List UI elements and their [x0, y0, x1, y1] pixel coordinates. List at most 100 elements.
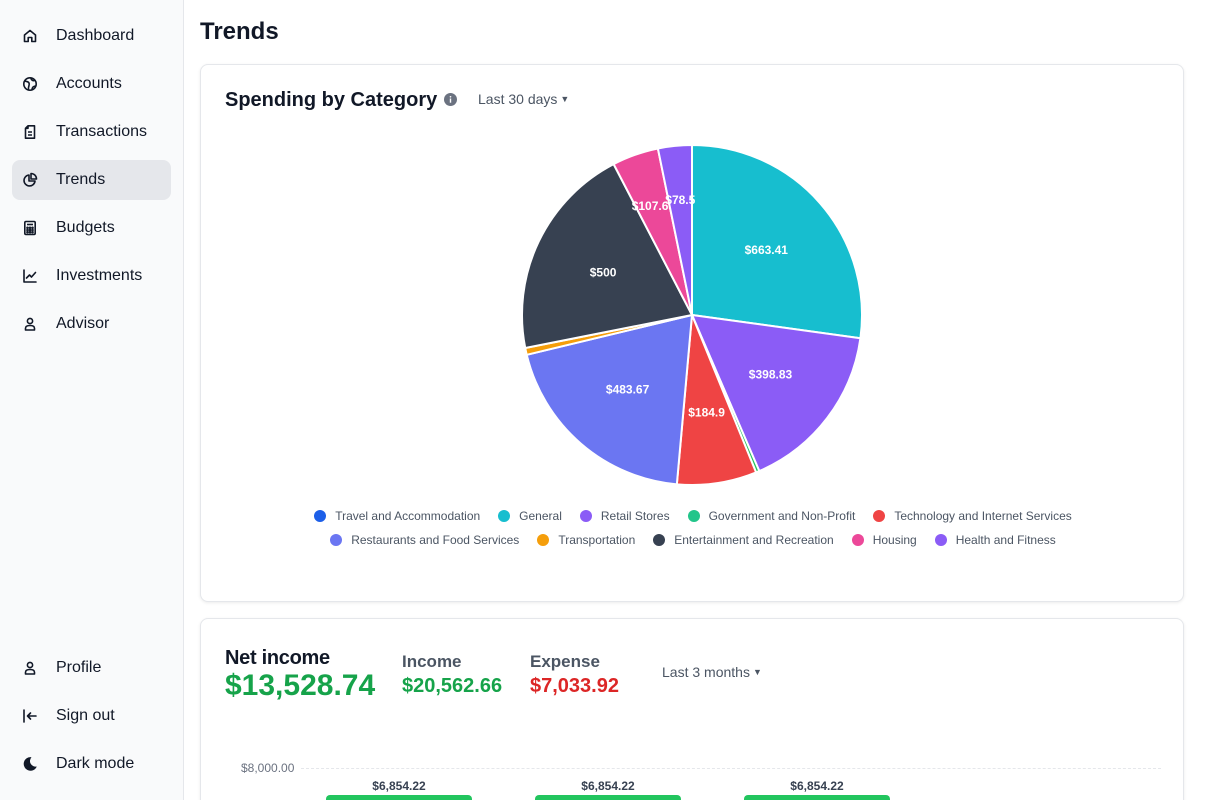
net-income-title: Net income	[225, 647, 330, 669]
main-content: Trends Spending by Category Last 30 days…	[184, 0, 1215, 800]
legend-item[interactable]: Retail Stores	[579, 509, 670, 523]
pie-slice[interactable]	[656, 144, 693, 316]
legend-item[interactable]: General	[498, 509, 562, 523]
sidebar-item-advisor[interactable]: Advisor	[12, 304, 171, 344]
net-income-card: Net income $13,528.74 Income $20,562.66 …	[200, 618, 1184, 800]
legend-item[interactable]: Housing	[851, 533, 917, 547]
legend-label: General	[519, 509, 562, 523]
sidebar-item-label: Transactions	[56, 123, 147, 140]
legend-swatch	[873, 510, 886, 522]
legend-swatch	[498, 510, 511, 522]
sidebar-item-dashboard[interactable]: Dashboard	[12, 16, 171, 56]
sidebar-item-label: Dashboard	[56, 27, 135, 44]
sidebar-item-label: Profile	[56, 659, 102, 676]
sidebar-item-accounts[interactable]: Accounts	[12, 64, 171, 104]
legend-item[interactable]: Technology and Internet Services	[873, 509, 1072, 523]
bar[interactable]	[535, 795, 681, 800]
income-value: $20,562.66	[402, 675, 503, 697]
calculator-icon	[22, 220, 38, 236]
sidebar-item-trends[interactable]: Trends	[12, 160, 171, 200]
sidebar-item-label: Advisor	[56, 315, 110, 332]
sidebar-item-label: Dark mode	[56, 755, 135, 772]
globe-icon	[22, 76, 38, 92]
pie-chart-icon	[22, 172, 38, 188]
chevron-down-icon: ▼	[752, 667, 762, 677]
user-icon	[22, 316, 38, 332]
legend-swatch	[330, 534, 343, 546]
sidebar-item-sign-out[interactable]: Sign out	[12, 696, 171, 736]
legend-label: Restaurants and Food Services	[351, 533, 520, 547]
expense-value: $7,033.92	[530, 675, 619, 697]
sidebar-item-label: Trends	[56, 171, 106, 188]
income-label: Income	[402, 652, 462, 671]
chart-legend-row-1: Travel and Accommodation General Retail …	[201, 509, 1185, 523]
legend-label: Health and Fitness	[955, 533, 1056, 547]
legend-item[interactable]: Government and Non-Profit	[687, 509, 855, 523]
legend-swatch	[314, 510, 327, 522]
sidebar-item-label: Investments	[56, 267, 143, 284]
expense-label: Expense	[530, 652, 600, 671]
legend-item[interactable]: Travel and Accommodation	[314, 509, 480, 523]
receipt-icon	[22, 124, 38, 140]
chevron-down-icon: ▼	[560, 94, 570, 104]
gridline	[301, 768, 1161, 769]
legend-swatch	[653, 534, 666, 546]
pie-slice-label: $78.5	[665, 193, 695, 207]
legend-label: Transportation	[558, 533, 636, 547]
pie-slice-label: $483.67	[606, 383, 650, 397]
spending-pie-chart: $663.41 $398.83 $184.9 $483.67 $500 $107.63$7…	[521, 144, 863, 486]
sidebar-item-profile[interactable]: Profile	[12, 648, 171, 688]
pie-slice[interactable]	[525, 314, 693, 486]
pie-slice[interactable]	[521, 163, 693, 349]
date-range-label: Last 30 days	[478, 91, 558, 107]
legend-swatch	[537, 534, 550, 546]
bar-value-label: $6,854.22	[372, 779, 426, 793]
pie-slice-label: $107.63	[632, 199, 676, 213]
legend-item[interactable]: Entertainment and Recreation	[653, 533, 834, 547]
pie-slice[interactable]	[691, 144, 863, 340]
legend-item[interactable]: Restaurants and Food Services	[330, 533, 519, 547]
sidebar-item-label: Sign out	[56, 707, 115, 724]
card-title: Spending by Category	[225, 89, 438, 111]
pie-slice-label: $500	[590, 265, 617, 279]
page-title: Trends	[200, 18, 279, 45]
sidebar-item-dark-mode[interactable]: Dark mode	[12, 744, 171, 784]
sidebar-item-label: Accounts	[56, 75, 122, 92]
legend-label: Retail Stores	[600, 509, 670, 523]
period-dropdown[interactable]: Last 3 months ▼	[662, 664, 762, 680]
home-icon	[22, 28, 38, 44]
bar[interactable]	[326, 795, 472, 800]
legend-item[interactable]: Health and Fitness	[934, 533, 1056, 547]
date-range-dropdown[interactable]: Last 30 days ▼	[478, 91, 569, 107]
info-icon[interactable]	[444, 93, 457, 106]
bar-value-label: $6,854.22	[581, 779, 635, 793]
bar-value-label: $6,854.22	[790, 779, 844, 793]
user-icon	[22, 660, 38, 676]
sign-out-icon	[22, 708, 38, 724]
sidebar-item-budgets[interactable]: Budgets	[12, 208, 171, 248]
moon-icon	[22, 756, 38, 772]
legend-label: Housing	[872, 533, 917, 547]
legend-swatch	[687, 510, 700, 522]
y-axis-tick: $8,000.00	[241, 761, 295, 775]
pie-slice-label: $184.9	[688, 406, 725, 420]
bar[interactable]	[744, 795, 890, 800]
sidebar: Dashboard Accounts Transactions Trends B…	[0, 0, 184, 800]
sidebar-item-transactions[interactable]: Transactions	[12, 112, 171, 152]
pie-slice-label: $663.41	[745, 243, 789, 257]
legend-swatch	[579, 510, 592, 522]
net-income-value: $13,528.74	[225, 669, 376, 702]
sidebar-item-investments[interactable]: Investments	[12, 256, 171, 296]
chart-legend-row-2: Restaurants and Food Services Transporta…	[201, 533, 1185, 547]
legend-swatch	[851, 534, 864, 546]
pie-slice[interactable]	[691, 314, 862, 473]
sidebar-item-label: Budgets	[56, 219, 115, 236]
line-chart-icon	[22, 268, 38, 284]
legend-item[interactable]: Transportation	[537, 533, 635, 547]
pie-slice-label: $398.83	[749, 368, 793, 382]
legend-label: Entertainment and Recreation	[674, 533, 834, 547]
legend-label: Technology and Internet Services	[894, 509, 1072, 523]
legend-swatch	[934, 534, 947, 546]
spending-by-category-card: Spending by Category Last 30 days ▼ $663.…	[200, 64, 1184, 602]
legend-label: Travel and Accommodation	[335, 509, 481, 523]
